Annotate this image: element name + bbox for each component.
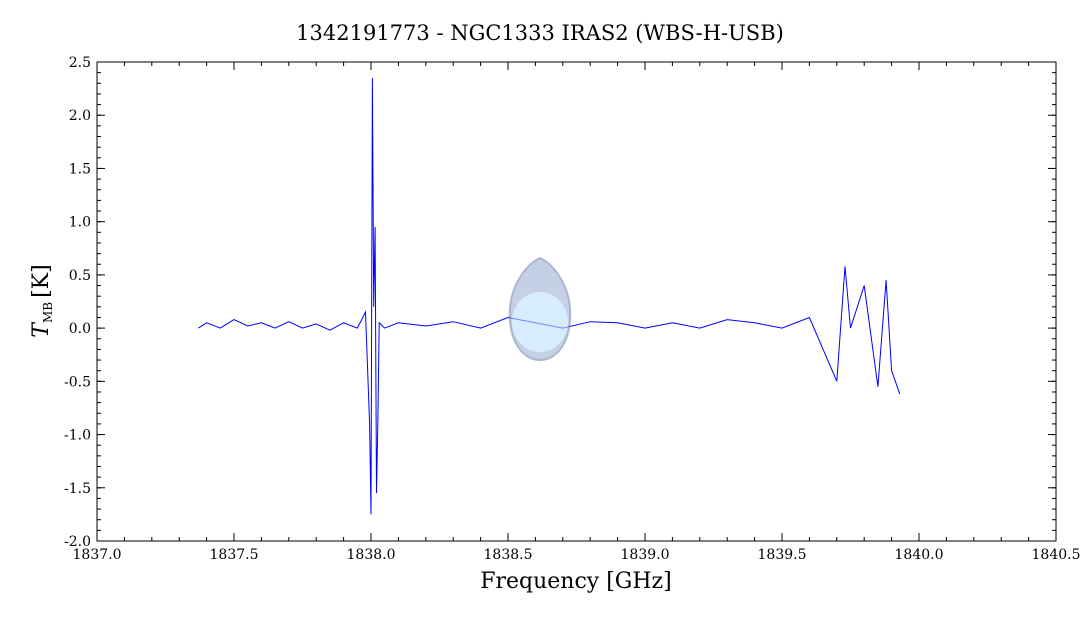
y-tick-labels: -2.0 -1.5 -1.0 -0.5 0.0 0.5 1.0 1.5 2.0 2.5	[64, 55, 91, 550]
x-tick-label: 1840.0	[895, 547, 944, 563]
x-tick-label: 1837.0	[73, 547, 122, 563]
x-tick-labels: 1837.0 1837.5 1838.0 1838.5 1839.0 1839.5 1840…	[73, 547, 1080, 563]
x-tick-label: 1838.5	[484, 547, 533, 563]
y-axis-subscript: MB	[41, 302, 55, 323]
y-tick-label: 2.0	[69, 108, 91, 124]
y-axis-symbol: T	[29, 321, 54, 338]
chart-title: 1342191773 - NGC1333 IRAS2 (WBS-H-USB)	[296, 21, 784, 45]
y-tick-label: 1.0	[69, 215, 91, 231]
axis-ticks	[96, 61, 1057, 542]
y-tick-label: -2.0	[64, 534, 91, 550]
plot-frame	[96, 61, 1057, 542]
y-tick-label: 1.5	[69, 161, 91, 177]
x-tick-label: 1839.0	[621, 547, 670, 563]
y-axis-unit: [K]	[29, 264, 54, 298]
x-tick-label: 1840.5	[1032, 547, 1080, 563]
y-tick-label: -1.5	[64, 481, 91, 497]
y-tick-label: -0.5	[64, 374, 91, 390]
x-tick-label: 1838.0	[347, 547, 396, 563]
x-tick-label: 1837.5	[210, 547, 259, 563]
y-tick-label: -1.0	[64, 428, 91, 444]
x-tick-label: 1839.5	[758, 547, 807, 563]
y-tick-label: 0.0	[69, 321, 91, 337]
x-axis-label: Frequency [GHz]	[480, 569, 672, 594]
y-tick-label: 0.5	[69, 268, 91, 284]
y-axis-label: TMB [K]	[29, 264, 55, 337]
series-line	[198, 77, 901, 515]
y-tick-label: 2.5	[69, 55, 91, 71]
overlay-bubble-icon	[508, 256, 572, 362]
